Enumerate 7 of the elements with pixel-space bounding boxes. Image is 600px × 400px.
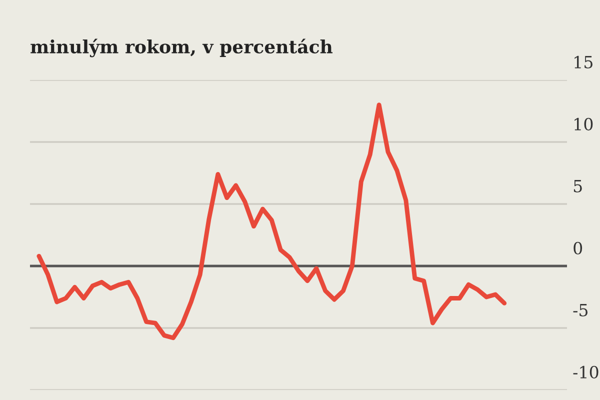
y-tick-label: 0 <box>574 242 582 254</box>
y-tick-label: 15 <box>574 56 592 68</box>
y-tick-label: 10 <box>574 118 593 130</box>
chart-title: minulým rokom, v percentách <box>30 38 332 58</box>
y-tick-label: -10 <box>573 366 598 378</box>
y-tick-label: -5 <box>573 304 588 316</box>
y-tick-label: 5 <box>574 180 582 192</box>
